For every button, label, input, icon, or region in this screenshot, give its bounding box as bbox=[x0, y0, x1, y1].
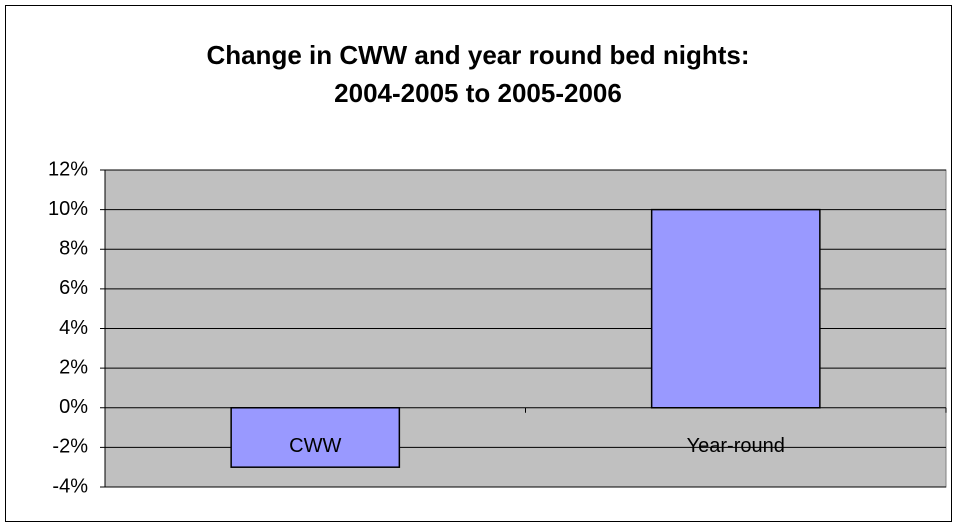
y-tick-label: 12% bbox=[48, 158, 88, 180]
y-tick-label: -4% bbox=[52, 475, 88, 497]
x-tick-label: Year-round bbox=[687, 435, 785, 457]
bar bbox=[650, 208, 821, 409]
y-tick-label: 10% bbox=[48, 198, 88, 220]
y-tick-label: -2% bbox=[52, 436, 88, 458]
y-tick-label: 4% bbox=[59, 317, 88, 339]
y-tick-label: 2% bbox=[59, 356, 88, 378]
y-tick-label: 0% bbox=[59, 396, 88, 418]
y-tick-label: 6% bbox=[59, 277, 88, 299]
y-tick-label: 8% bbox=[59, 238, 88, 260]
chart-title: 2004-2005 to 2005-2006 bbox=[334, 78, 622, 108]
x-tick-label: CWW bbox=[289, 435, 341, 457]
bar bbox=[230, 407, 401, 468]
chart-title: Change in CWW and year round bed nights: bbox=[206, 40, 749, 70]
